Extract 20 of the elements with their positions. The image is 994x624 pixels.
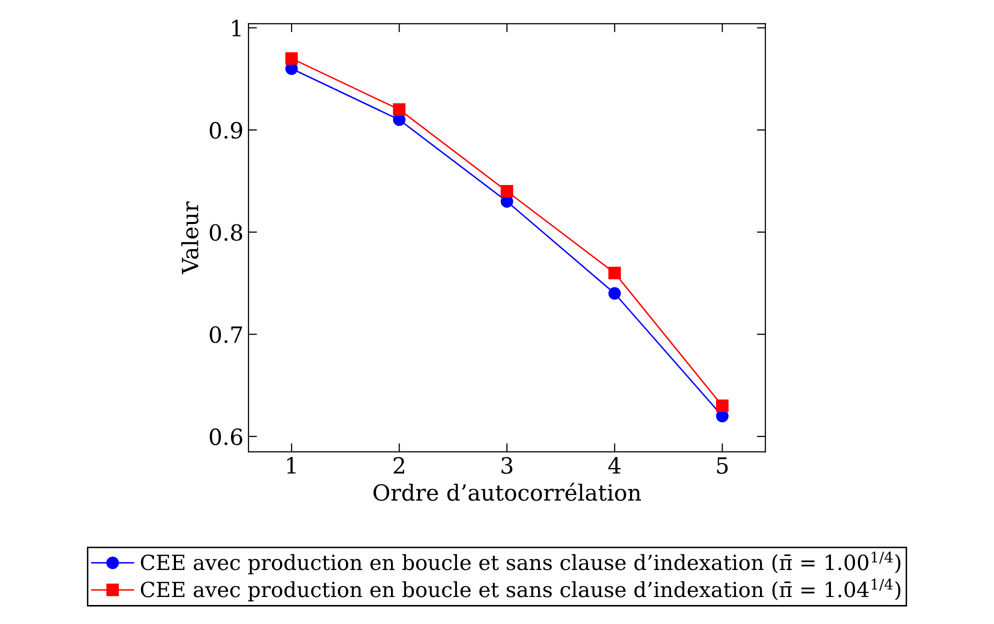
- y-tick-label: 0.7: [210, 326, 242, 344]
- y-tick-label: 0.6: [210, 428, 242, 446]
- point: [500, 185, 514, 198]
- y-tick-label: 0.8: [210, 224, 242, 241]
- point: [608, 266, 621, 280]
- y-axis-title: Valeur: [181, 202, 198, 274]
- x-tick-label: 1: [287, 457, 296, 474]
- point: [393, 103, 406, 116]
- y-tick-label: 1: [232, 20, 240, 36]
- legend-label: CEE avec production en boucle et sans clause d’indexation (π̄ = 1.00$^{1/4}$): [140, 552, 900, 574]
- legend-label: CEE avec production en boucle et sans clause d’indexation (π̄ = 1.04$^{1/4}$): [140, 578, 900, 602]
- x-tick-label: 3: [502, 457, 512, 474]
- x-tick-label: 5: [717, 457, 728, 474]
- x-axis-title: Ordre d’autocorrélation: [374, 482, 642, 501]
- x-tick-label: 4: [608, 457, 621, 474]
- point: [716, 400, 729, 412]
- x-tick-label: 2: [394, 457, 404, 474]
- point: [285, 52, 298, 65]
- point: [608, 287, 621, 300]
- y-tick-label: 0.9: [210, 122, 242, 139]
